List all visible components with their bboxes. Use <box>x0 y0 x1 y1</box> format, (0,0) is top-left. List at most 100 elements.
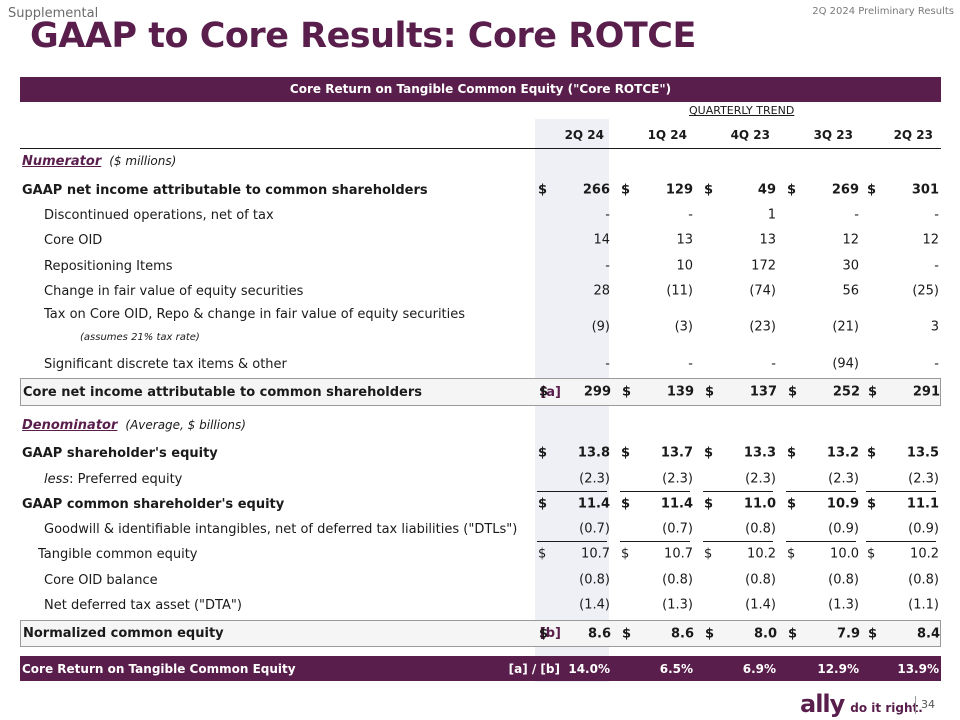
cell-value: (2.3) <box>579 471 610 487</box>
cell-value: (2.3) <box>908 471 939 487</box>
cell-value: 8.6 <box>587 626 611 641</box>
cell-value: 8.4 <box>916 626 940 641</box>
currency-sign: $ <box>538 496 548 512</box>
column-header-row: 2Q 24 1Q 24 4Q 23 3Q 23 2Q 23 <box>20 126 941 144</box>
page-number: 34 <box>921 698 935 711</box>
currency-sign: $ <box>867 445 877 461</box>
currency-sign: $ <box>868 626 878 641</box>
currency-sign: $ <box>868 384 878 400</box>
cell-value: 6.5% <box>659 661 693 676</box>
table-row: Goodwill & identifiable intangibles, net… <box>20 519 941 539</box>
table-banner: Core Return on Tangible Common Equity ("… <box>20 77 941 102</box>
subtotal-line <box>786 491 856 492</box>
supplemental-label: Supplemental <box>8 6 99 21</box>
row-label: Discontinued operations, net of tax <box>44 207 274 223</box>
subtotal-line <box>537 541 607 542</box>
row-label: Tax on Core OID, Repo & change in fair v… <box>44 307 466 322</box>
cell-value: 6.9% <box>742 661 776 676</box>
table-row: Significant discrete tax items & other -… <box>20 354 941 374</box>
column-header: 1Q 24 <box>647 128 687 142</box>
currency-sign: $ <box>538 546 547 562</box>
subtotal-line <box>620 541 690 542</box>
cell-value: 10 <box>676 258 693 274</box>
currency-sign: $ <box>787 445 797 461</box>
table-row: Core OID balance (0.8) (0.8) (0.8) (0.8)… <box>20 570 941 590</box>
currency-sign: $ <box>704 546 713 562</box>
currency-sign: $ <box>705 626 715 641</box>
subtotal-line <box>866 491 936 492</box>
table-row: Change in fair value of equity securitie… <box>20 281 941 301</box>
cell-value: 13.5 <box>906 445 939 461</box>
table-row: Discontinued operations, net of tax - - … <box>20 205 941 225</box>
cell-value: (0.9) <box>828 521 859 537</box>
cell-value: 56 <box>842 283 859 299</box>
cell-value: - <box>605 258 610 274</box>
table-row: less: Preferred equity (2.3) (2.3) (2.3)… <box>20 469 941 489</box>
row-label: Tangible common equity <box>38 546 198 562</box>
currency-sign: $ <box>787 546 796 562</box>
column-header: 4Q 23 <box>730 128 770 142</box>
column-header: 2Q 24 <box>564 128 604 142</box>
cell-value: 13 <box>759 232 776 248</box>
row-label: GAAP shareholder's equity <box>22 445 218 461</box>
cell-value: 13.3 <box>743 445 776 461</box>
cell-value: 13.8 <box>577 445 610 461</box>
cell-value: 11.1 <box>906 496 939 512</box>
normalized-equity-row: Normalized common equity [b] $8.6 $8.6 $… <box>20 620 941 647</box>
row-label: Net deferred tax asset ("DTA") <box>44 597 242 613</box>
row-label: Goodwill & identifiable intangibles, net… <box>44 521 518 537</box>
column-header: 3Q 23 <box>813 128 853 142</box>
cell-value: 28 <box>593 283 610 299</box>
cell-value: (1.3) <box>662 597 693 613</box>
cell-value: - <box>854 207 859 223</box>
cell-value: 301 <box>911 182 939 198</box>
cell-value: (94) <box>832 356 859 372</box>
cell-value: 13 <box>676 232 693 248</box>
cell-value: (0.8) <box>579 572 610 588</box>
brand-tagline: do it right. <box>850 701 923 715</box>
cell-value: 299 <box>583 384 611 400</box>
numerator-title: Numerator <box>22 153 102 169</box>
cell-value: 13.9% <box>897 661 939 676</box>
row-reference: [a] <box>540 384 561 400</box>
cell-value: - <box>688 356 693 372</box>
subtotal-line <box>537 491 607 492</box>
currency-sign: $ <box>539 384 549 400</box>
cell-value: 12.9% <box>817 661 859 676</box>
cell-value: 11.4 <box>660 496 693 512</box>
page-number-divider <box>915 696 916 714</box>
numerator-section: Numerator ($ millions) <box>20 152 941 170</box>
cell-value: (1.3) <box>828 597 859 613</box>
row-label: Change in fair value of equity securitie… <box>44 283 304 299</box>
brand-name: ally <box>800 690 845 718</box>
cell-value: 137 <box>749 384 777 400</box>
cell-value: (0.8) <box>745 521 776 537</box>
row-label: Core OID balance <box>44 572 158 588</box>
cell-value: 11.4 <box>577 496 610 512</box>
core-rotce-row: Core Return on Tangible Common Equity [a… <box>20 656 941 681</box>
table-row: Tangible common equity $10.7 $10.7 $10.2… <box>20 544 941 564</box>
currency-sign: $ <box>788 626 798 641</box>
currency-sign: $ <box>621 496 631 512</box>
table-row: GAAP shareholder's equity $13.8 $13.7 $1… <box>20 443 941 463</box>
cell-value: 12 <box>842 232 859 248</box>
currency-sign: $ <box>704 445 714 461</box>
cell-value: 266 <box>582 182 610 198</box>
cell-value: 13.2 <box>826 445 859 461</box>
cell-value: 8.0 <box>753 626 777 641</box>
row-label: Core net income attributable to common s… <box>23 384 423 400</box>
cell-value: 269 <box>831 182 859 198</box>
currency-sign: $ <box>622 384 632 400</box>
preferred-equity-label: : Preferred equity <box>69 471 183 487</box>
cell-value: - <box>605 207 610 223</box>
cell-value: - <box>688 207 693 223</box>
cell-value: (11) <box>666 283 693 299</box>
cell-value: - <box>934 207 939 223</box>
cell-value: - <box>771 356 776 372</box>
denominator-unit: (Average, $ billions) <box>125 417 246 432</box>
cell-value: 10.2 <box>910 546 939 562</box>
less-prefix: less <box>44 471 70 487</box>
cell-value: 11.0 <box>743 496 776 512</box>
cell-value: 3 <box>930 319 939 335</box>
currency-sign: $ <box>867 496 877 512</box>
